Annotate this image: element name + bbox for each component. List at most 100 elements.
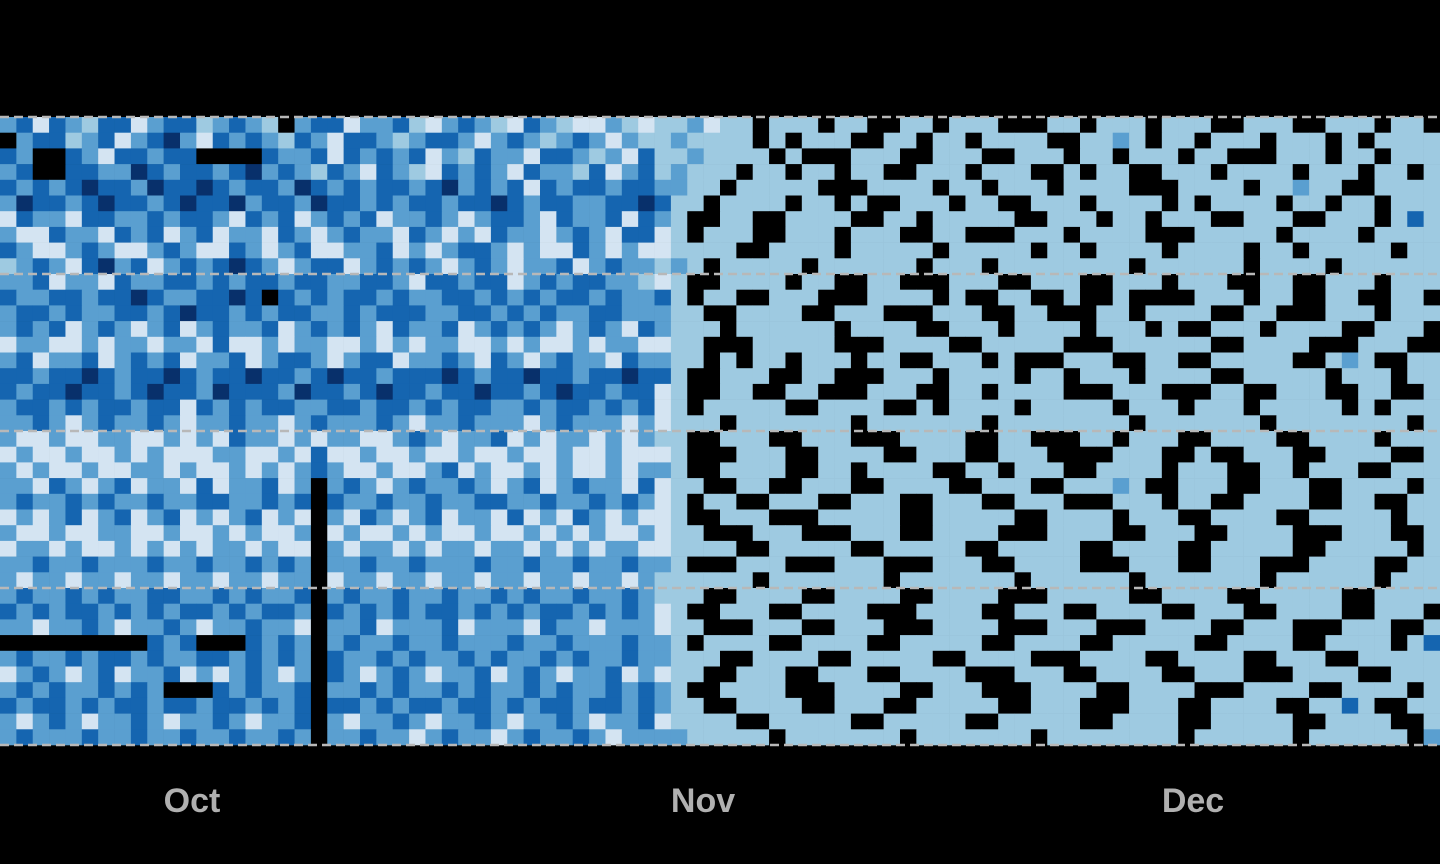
heatmap-cell [294,399,312,416]
heatmap-cell [458,713,475,730]
heatmap-cell [769,226,786,243]
heatmap-cell [883,258,901,275]
heatmap-cell [130,336,148,353]
heatmap-cell [1292,305,1310,322]
heatmap-cell [1374,682,1392,699]
heatmap-cell [163,179,181,196]
heatmap-cell [589,446,606,463]
heatmap-cell [1194,431,1212,447]
heatmap-cell [998,619,1015,636]
heatmap-cell [687,446,704,463]
heatmap-cell [540,603,557,620]
heatmap-cell [32,431,50,447]
heatmap-cell [589,478,606,495]
heatmap-cell [605,635,623,652]
heatmap-cell [392,195,410,212]
heatmap-cell [49,588,66,604]
heatmap-cell [130,274,148,290]
heatmap-cell [1309,274,1326,290]
heatmap-cell [1178,666,1195,683]
heatmap-cell [1341,289,1359,306]
heatmap-cell [638,572,655,589]
heatmap-cell [130,431,148,447]
heatmap-cell [932,258,950,275]
heatmap-cell [1260,132,1277,149]
heatmap-cell [98,399,115,416]
heatmap-cell [49,148,66,165]
heatmap-cell [98,195,115,212]
heatmap-cell [1227,493,1244,510]
heatmap-cell [589,650,606,667]
heatmap-cell [1030,682,1048,699]
heatmap-cell [1096,666,1114,683]
heatmap-cell [818,572,835,589]
heatmap-cell [441,431,459,447]
heatmap-cell [703,572,721,589]
heatmap-cell [1096,603,1114,620]
heatmap-cell [278,572,295,589]
heatmap-cell [932,697,950,714]
heatmap-cell [327,305,344,322]
heatmap-cell [1210,462,1228,479]
heatmap-cell [327,478,344,495]
heatmap-cell [245,619,263,636]
heatmap-cell [670,509,688,526]
heatmap-cell [900,117,917,133]
heatmap-cell [949,148,966,165]
heatmap-cell [229,650,246,667]
heatmap-cell [32,697,50,714]
heatmap-cell [49,321,66,338]
heatmap-cell [49,383,66,400]
heatmap-cell [883,682,901,699]
heatmap-cell [1210,509,1228,526]
heatmap-cell [1145,478,1163,495]
heatmap-cell [1096,117,1114,133]
heatmap-cell [1030,321,1048,338]
heatmap-cell [196,242,214,259]
heatmap-cell [507,242,524,259]
heatmap-cell [1178,211,1195,228]
heatmap-cell [540,368,557,385]
heatmap-cell [474,258,492,275]
heatmap-cell [589,697,606,714]
heatmap-cell [687,556,704,573]
heatmap-cell [1227,179,1244,196]
heatmap-cell [1145,540,1163,557]
heatmap-cell [1390,336,1408,353]
heatmap-cell [98,431,115,447]
heatmap-cell [621,603,639,620]
heatmap-cell [523,399,541,416]
heatmap-cell [425,132,443,149]
heatmap-cell [32,258,50,275]
heatmap-cell [245,682,263,699]
heatmap-cell [703,399,721,416]
heatmap-cell [441,399,459,416]
heatmap-cell [1112,305,1130,322]
heatmap-cell [458,635,475,652]
heatmap-cell [818,603,835,620]
heatmap-cell [114,650,132,667]
heatmap-cell [1292,588,1310,604]
heatmap-cell [0,336,17,353]
heatmap-cell [883,603,901,620]
heatmap-cell [621,132,639,149]
heatmap-cell [801,713,819,730]
heatmap-cell [343,211,361,228]
heatmap-cell [801,635,819,652]
heatmap-cell [376,415,394,432]
heatmap-cell [130,525,148,542]
heatmap-cell [65,132,83,149]
heatmap-cell [1194,148,1212,165]
heatmap-cell [670,446,688,463]
heatmap-cell [916,368,934,385]
heatmap-cell [1243,148,1261,165]
heatmap-cell [294,713,312,730]
heatmap-cell [1227,650,1244,667]
heatmap-cell [883,132,901,149]
heatmap-cell [540,572,557,589]
heatmap-cell [801,383,819,400]
heatmap-cell [867,258,884,275]
heatmap-cell [949,635,966,652]
heatmap-cell [0,493,17,510]
heatmap-cell [409,666,426,683]
